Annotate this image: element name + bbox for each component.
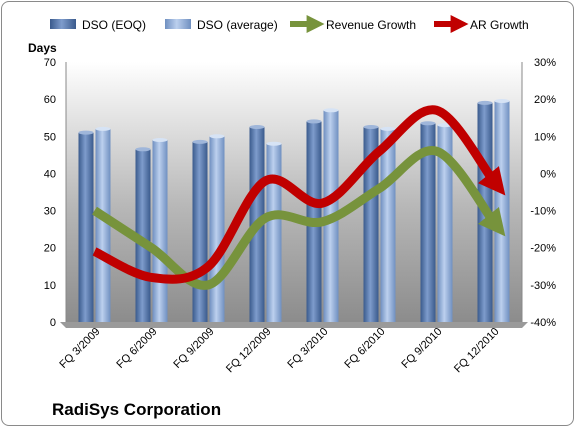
y2-tick-label: -10%	[530, 206, 556, 218]
y-tick-label: 10	[44, 280, 56, 292]
bar-dso-average	[209, 136, 225, 322]
bar-dso-eoq	[78, 132, 94, 322]
y-tick-label: 30	[44, 206, 56, 218]
legend-swatch-dso-average	[165, 19, 191, 29]
legend-swatch-dso-eoq	[50, 19, 76, 29]
y-tick-label: 40	[44, 168, 56, 180]
line-revenue-growth	[92, 146, 506, 290]
x-tick-label: FQ 6/2009	[114, 326, 159, 371]
bar-cap	[306, 119, 322, 124]
bar-dso-average	[266, 143, 282, 322]
bar-cap	[78, 130, 94, 135]
bar-cap	[477, 100, 493, 105]
bar-dso-average	[152, 140, 168, 322]
bar-cap	[95, 126, 111, 131]
x-tick-label: FQ 9/2009	[171, 326, 216, 371]
line-ar-growth	[92, 105, 506, 284]
chart-title: RadiSys Corporation	[52, 400, 221, 419]
y2-tick-label: 10%	[534, 131, 556, 143]
bar-cap	[192, 139, 208, 144]
legend: DSO (EOQ) DSO (average) Revenue Growth A…	[50, 15, 529, 33]
chart-floor	[60, 322, 528, 328]
y-tick-label: 70	[44, 57, 56, 69]
y2-tick-label: 30%	[534, 57, 556, 69]
y2-tick-label: -30%	[530, 280, 556, 292]
x-tick-label: FQ 12/2010	[452, 326, 502, 376]
bar-cap	[135, 147, 151, 152]
bar-cap	[494, 99, 510, 103]
y2-tick-label: 20%	[534, 94, 556, 106]
x-tick-label: FQ 6/2010	[342, 326, 387, 371]
legend-label-dso-average: DSO (average)	[197, 18, 278, 32]
bar-dso-average	[380, 128, 396, 322]
bar-cap	[152, 138, 168, 142]
bar-dso-eoq	[420, 123, 436, 323]
y2-tick-label: -40%	[530, 317, 556, 329]
bar-dso-eoq	[192, 141, 208, 322]
x-tick-label: FQ 3/2009	[57, 326, 102, 371]
bar-cap	[209, 134, 225, 139]
y-axis-label: Days	[28, 41, 57, 55]
bar-cap	[249, 125, 265, 129]
bar-dso-average	[95, 128, 111, 322]
x-tick-label: FQ 9/2010	[399, 326, 444, 371]
y-tick-label: 60	[44, 94, 56, 106]
bar-cap	[323, 108, 339, 113]
bar-dso-average	[437, 125, 453, 323]
x-tick-label: FQ 12/2009	[224, 326, 274, 376]
y-tick-label: 50	[44, 131, 56, 143]
y2-tick-label: 0%	[540, 168, 556, 180]
bar-dso-average	[494, 101, 510, 322]
legend-label-dso-eoq: DSO (EOQ)	[82, 18, 146, 32]
x-tick-label: FQ 3/2010	[285, 326, 330, 371]
bar-cap	[380, 126, 396, 131]
bar-cap	[266, 141, 282, 146]
legend-label-ar-growth: AR Growth	[470, 18, 529, 32]
bar-cap	[420, 121, 436, 126]
legend-label-revenue-growth: Revenue Growth	[326, 18, 416, 32]
y-tick-label: 20	[44, 243, 56, 255]
y2-tick-label: -20%	[530, 243, 556, 255]
bar-cap	[363, 125, 379, 129]
y-tick-label: 0	[50, 317, 56, 329]
bar-dso-eoq	[363, 127, 379, 322]
